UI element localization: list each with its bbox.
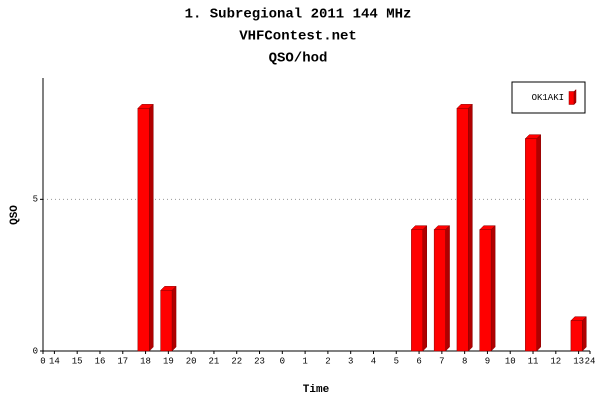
bar-side	[149, 103, 154, 352]
x-tick-label: 10	[505, 356, 516, 366]
y-tick-label: 0	[33, 346, 38, 356]
legend-label: OK1AKI	[532, 93, 564, 103]
x-tick-label: 1	[302, 356, 307, 366]
bar	[433, 229, 446, 352]
legend-swatch	[568, 91, 575, 105]
x-tick-label: 14	[49, 356, 60, 366]
x-tick-label: 19	[163, 356, 174, 366]
chart-subtitle: VHFContest.net	[239, 29, 357, 45]
x-tick-label: 11	[528, 356, 539, 366]
chart-subtitle: QSO/hod	[269, 51, 328, 67]
bar-side	[422, 225, 428, 352]
x-tick-label: 13	[573, 356, 584, 366]
bar	[411, 229, 424, 352]
bar	[479, 229, 492, 352]
x-tick-label: 5	[394, 356, 399, 366]
bar-side	[468, 103, 473, 352]
x-tick-label: 24	[585, 356, 596, 366]
chart-title: 1. Subregional 2011 144 MHz	[185, 7, 412, 23]
x-tick-label: 12	[550, 356, 561, 366]
x-tick-label: 3	[348, 356, 353, 366]
x-tick-label: 8	[462, 356, 467, 366]
x-tick-label: 2	[325, 356, 330, 366]
bar	[456, 108, 469, 352]
bar-side	[171, 285, 177, 352]
bar-side	[490, 225, 496, 352]
bar	[160, 290, 173, 352]
x-tick-label: 0	[40, 356, 45, 366]
bar	[570, 320, 583, 352]
x-tick-label: 7	[439, 356, 444, 366]
y-tick-label: 5	[33, 195, 38, 205]
x-tick-label: 23	[254, 356, 265, 366]
legend-swatch-side	[573, 88, 577, 106]
bar-side	[445, 225, 450, 352]
x-tick-label: 20	[186, 356, 197, 366]
x-tick-label: 21	[209, 356, 220, 366]
bar-side	[536, 134, 541, 352]
bar	[525, 138, 537, 352]
bar-side	[582, 316, 587, 352]
x-tick-label: 17	[117, 356, 128, 366]
x-axis-label: Time	[303, 384, 330, 396]
x-tick-label: 9	[485, 356, 490, 366]
x-tick-label: 15	[72, 356, 83, 366]
x-tick-label: 6	[416, 356, 421, 366]
x-tick-label: 16	[95, 356, 106, 366]
x-tick-label: 22	[231, 356, 242, 366]
bar	[137, 108, 150, 352]
y-axis-label: QSO	[9, 205, 21, 225]
x-tick-label: 4	[371, 356, 376, 366]
x-tick-label: 18	[140, 356, 151, 366]
x-tick-label: 0	[280, 356, 285, 366]
